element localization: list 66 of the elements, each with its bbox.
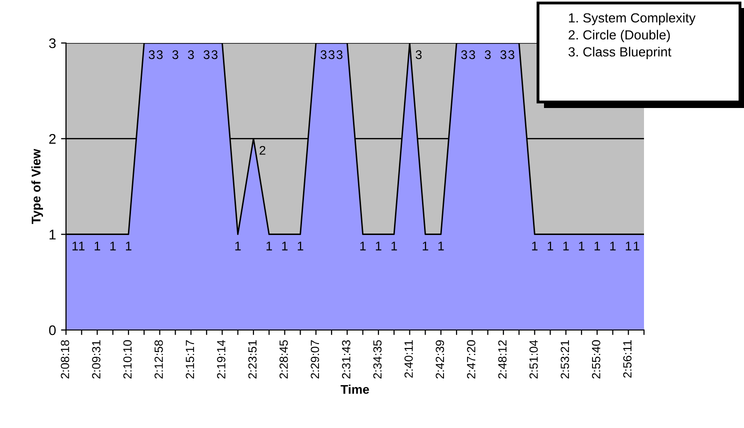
x-tick-label: 2:12:58 <box>154 340 163 379</box>
x-tick-label: 2:56:11 <box>623 340 632 378</box>
x-tick-label: 2:53:21 <box>560 340 570 379</box>
x-tick-label: 2:29:07 <box>310 340 320 379</box>
data-label: 1 <box>376 242 382 250</box>
x-tick-label: 2:31:43 <box>342 340 350 379</box>
data-label: 1 <box>610 242 616 250</box>
x-tick-label: 2:51:04 <box>529 340 538 379</box>
data-label: 3 <box>461 50 468 60</box>
data-label: 1 <box>235 242 241 250</box>
text: 1. System Complexity <box>569 12 696 26</box>
data-label: 1 <box>392 242 397 250</box>
x-tick-label: 2:23:51 <box>248 340 257 379</box>
data-label: 3 <box>508 50 514 60</box>
data-label: 2 <box>260 146 266 155</box>
x-tick-label: 2:47:20 <box>466 340 476 379</box>
data-label: 1 <box>360 242 366 250</box>
data-label: 3 <box>336 50 342 60</box>
data-label: 3 <box>320 50 327 60</box>
data-label: 1 <box>563 242 569 250</box>
data-label: 1 <box>282 242 288 250</box>
data-label: 3 <box>204 50 210 60</box>
x-axis-title: Time <box>340 384 370 394</box>
x-tick-label: 2:19:14 <box>217 340 226 379</box>
y-tick-label: 0 <box>49 325 56 336</box>
text: 2. Circle (Double) <box>568 30 670 42</box>
y-tick-label: 2 <box>49 134 56 144</box>
x-tick-label: 2:09:31 <box>92 340 100 379</box>
data-label: 1 <box>438 242 444 250</box>
y-tick-label: 1 <box>50 230 56 240</box>
data-label: 1 <box>110 242 116 250</box>
x-tick-label: 2:08:18 <box>60 340 70 379</box>
data-label: 1 <box>594 242 600 250</box>
data-label: 3 <box>156 50 163 60</box>
data-label: 3 <box>484 50 491 60</box>
data-label: 3 <box>188 50 194 60</box>
data-label: 3 <box>416 50 422 60</box>
data-label: 3 <box>172 50 178 60</box>
data-label: 1 <box>266 242 272 250</box>
data-label: 1 <box>626 242 632 250</box>
data-label: 1 <box>532 242 538 250</box>
data-label: 1 <box>126 242 132 250</box>
x-tick-label: 2:34:35 <box>373 340 382 379</box>
x-tick-label: 2:55:40 <box>592 340 600 379</box>
data-label: 3 <box>148 50 155 60</box>
x-tick-label: 2:10:10 <box>123 340 132 379</box>
x-tick-label: 2:42:39 <box>436 340 444 379</box>
data-label: 3 <box>500 50 506 60</box>
y-tick-label: 3 <box>49 38 56 48</box>
data-label: 1 <box>548 242 554 250</box>
data-label: 1 <box>634 242 640 250</box>
data-label: 3 <box>469 50 476 60</box>
data-label: 1 <box>298 242 304 250</box>
x-tick-label: 2:40:11 <box>404 340 413 378</box>
data-label: 1 <box>94 242 100 250</box>
data-label: 1 <box>422 242 428 250</box>
x-tick-label: 2:15:17 <box>186 340 194 379</box>
annotation: 3. Class Blueprint <box>568 46 672 60</box>
y-axis-title: Type of View <box>31 148 43 224</box>
data-label: 3 <box>212 50 218 60</box>
data-label: 3 <box>328 50 334 60</box>
data-label: 1 <box>578 242 584 250</box>
x-tick-label: 2:48:12 <box>498 340 507 379</box>
data-label: 1 <box>79 242 84 250</box>
data-label: 1 <box>72 242 78 250</box>
x-tick-label: 2:28:45 <box>280 340 288 379</box>
